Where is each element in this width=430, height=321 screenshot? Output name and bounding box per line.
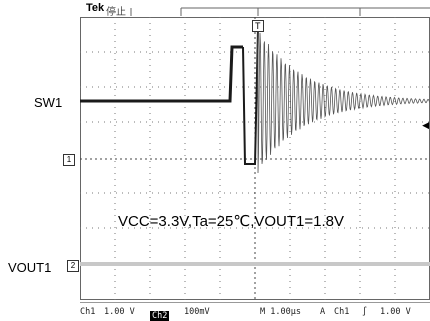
sw1-label: SW1 (34, 95, 63, 110)
ch2-trace (80, 262, 430, 266)
ch2-scale: 100mV (184, 307, 210, 317)
timebase: M 1.00µs (260, 307, 301, 317)
trigger-source: Ch1 (334, 307, 350, 317)
ch1-scale: 1.00 V (104, 307, 135, 317)
waveform-display (80, 17, 430, 300)
trigger-level: 1.00 V (380, 307, 411, 317)
ch2-ground-marker[interactable]: 2 (67, 260, 79, 272)
trigger-position-bracket (130, 7, 430, 16)
trigger-mode: A (320, 307, 326, 317)
measurement-conditions: VCC=3.3V,Ta=25℃,VOUT1=1.8V (118, 213, 345, 230)
scope-screen: ◀ (80, 17, 430, 300)
scope-header: Tek 停止 (0, 0, 430, 18)
trigger-slope: ∫ (362, 307, 368, 317)
ch1-trace (80, 28, 430, 174)
brand-logo: Tek (86, 2, 105, 14)
acquisition-state: 停止 (106, 7, 126, 18)
trigger-position-marker[interactable]: T (252, 20, 264, 32)
vout1-label: VOUT1 (8, 260, 52, 275)
scope-status-bar: Ch1 1.00 V Ch2 100mV M 1.00µs A Ch1 ∫ 1.… (80, 302, 430, 321)
ch1-ground-marker[interactable]: 1 (63, 154, 75, 166)
trigger-level-icon[interactable]: ◀ (422, 120, 429, 130)
ch1-label: Ch1 (80, 307, 96, 317)
